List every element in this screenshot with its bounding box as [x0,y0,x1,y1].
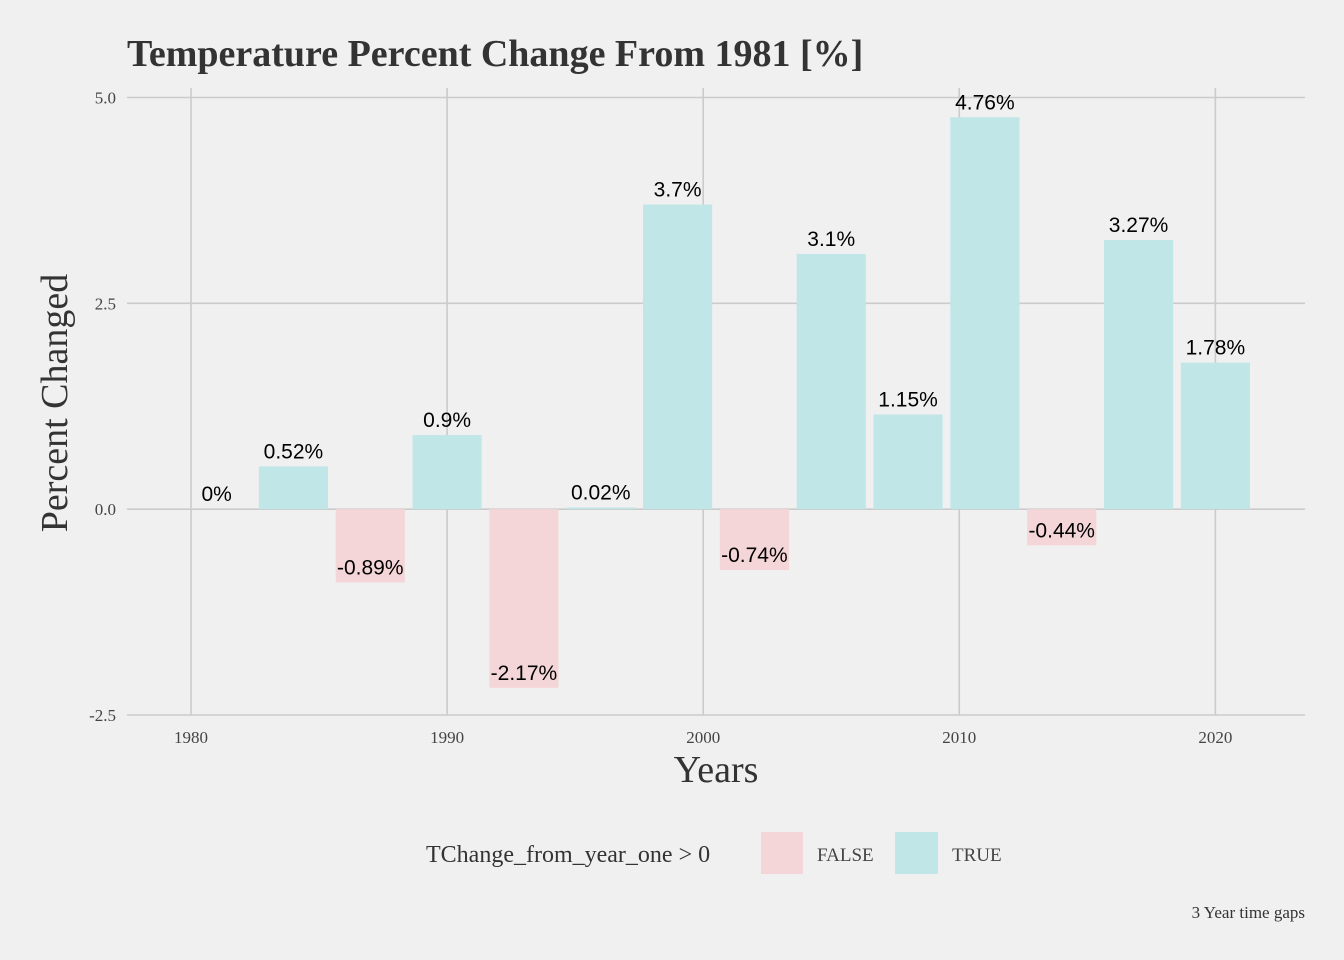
bar-value-label: 0.9% [423,409,471,432]
bar [1027,509,1097,546]
bar [412,435,482,510]
legend-title: TChange_from_year_one > 0 [426,842,710,868]
bar-value-label: 3.27% [1109,214,1169,237]
legend-swatch-false [761,832,803,874]
bar [335,509,405,583]
x-tick-label: 2000 [686,728,720,747]
bar-value-label: 0% [201,483,231,506]
bar [796,253,866,510]
y-axis-title: Percent Changed [34,274,76,533]
bar-value-label: 0.02% [571,482,631,505]
tick-labels: 5.0 2.5 0.0 -2.5 1980 1990 2000 2010 2020 [89,89,1232,748]
bar [1180,362,1250,510]
x-tick-label: 1990 [430,728,464,747]
bar-value-label: -2.17% [491,662,558,685]
x-tick-label: 1980 [174,728,208,747]
y-tick-label: 2.5 [95,294,116,313]
bar [873,414,943,510]
bar-value-label: 0.52% [264,440,324,463]
y-tick-label: 5.0 [95,89,116,108]
bar [950,117,1020,510]
legend-label-true: TRUE [952,845,1002,866]
bar-value-label: 4.76% [955,91,1015,114]
bar [489,509,559,688]
legend: TChange_from_year_one > 0 FALSE TRUE [426,832,1002,874]
bar-value-label: 3.7% [654,179,702,202]
chart-title: Temperature Percent Change From 1981 [%] [127,33,863,75]
bar [643,204,713,510]
legend-swatch-true [895,832,938,874]
bar-value-label: 1.15% [878,388,938,411]
caption: 3 Year time gaps [1192,903,1305,922]
bar-value-label: -0.89% [337,556,404,579]
legend-label-false: FALSE [817,845,874,866]
bar [719,509,789,571]
bar-value-label: -0.74% [721,544,788,567]
bars [182,117,1250,688]
bar-value-label: -0.44% [1028,519,1095,542]
data-labels: 0% 0.52% -0.89% 0.9% -2.17% 0.02% 3.7% -0.74% 3.… [201,91,1245,685]
bar [1103,239,1174,510]
y-tick-label: 0.0 [95,500,116,519]
bar-value-label: 1.78% [1186,337,1246,360]
bar [566,507,636,510]
y-tick-label: -2.5 [89,706,116,725]
x-tick-label: 2010 [942,728,976,747]
bar-value-label: 3.1% [807,228,855,251]
bar [258,466,329,510]
x-tick-label: 2020 [1198,728,1232,747]
x-axis-title: Years [674,749,759,791]
